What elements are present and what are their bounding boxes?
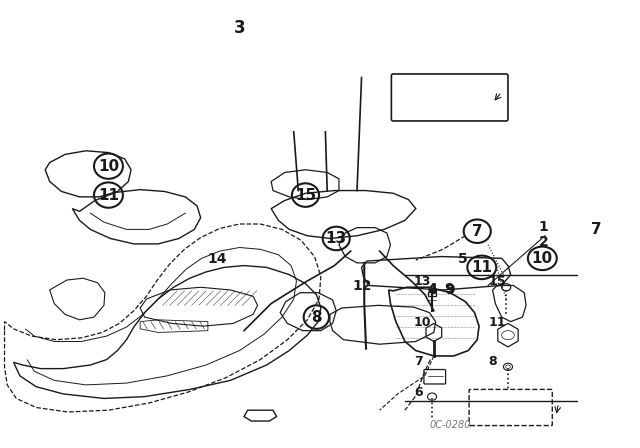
Text: 12: 12 <box>353 279 372 293</box>
Bar <box>428 292 436 296</box>
Text: 8: 8 <box>311 310 322 325</box>
Text: 1: 1 <box>539 220 548 234</box>
Text: 9: 9 <box>445 284 455 297</box>
Text: 3: 3 <box>234 19 245 37</box>
Text: 13: 13 <box>326 231 347 246</box>
Text: 6: 6 <box>414 386 422 399</box>
Text: 2: 2 <box>539 235 548 249</box>
Text: 10: 10 <box>414 316 431 329</box>
Text: 10: 10 <box>532 251 553 266</box>
Text: 0C-0280: 0C-0280 <box>429 420 471 430</box>
Text: 4: 4 <box>428 282 437 296</box>
Text: 11: 11 <box>98 188 119 202</box>
Text: 10: 10 <box>98 159 119 174</box>
Text: 5: 5 <box>458 252 468 266</box>
Text: 8: 8 <box>488 355 497 368</box>
Text: 11: 11 <box>488 316 506 329</box>
Text: 11: 11 <box>471 260 492 275</box>
Text: 7: 7 <box>472 224 483 239</box>
Text: 7: 7 <box>591 222 602 237</box>
Text: 13: 13 <box>414 276 431 289</box>
Text: 14: 14 <box>208 252 227 266</box>
Text: 15: 15 <box>295 188 316 202</box>
Text: 7: 7 <box>414 355 423 368</box>
Text: 15: 15 <box>488 276 506 289</box>
Text: 4: 4 <box>428 284 437 297</box>
Text: 9: 9 <box>445 282 454 296</box>
